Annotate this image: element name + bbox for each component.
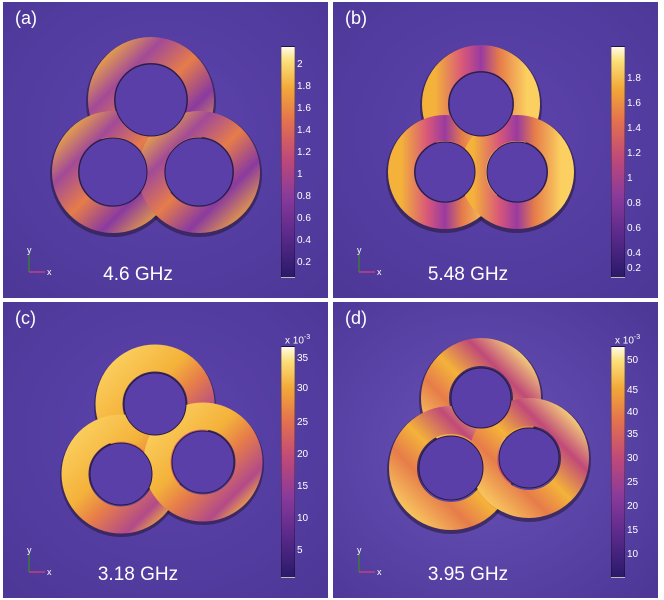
colorbar-tick: 0.8 bbox=[297, 191, 311, 202]
field-plot-c bbox=[3, 302, 328, 598]
axis-x-label: x bbox=[47, 267, 52, 276]
colorbar-tick: 0.2 bbox=[297, 257, 311, 268]
panel-c: (c) x 10-3 35 30 25 20 15 10 5 y x 3.18 … bbox=[3, 302, 328, 598]
axis-triad-icon: y x bbox=[27, 246, 52, 276]
colorbar-tick: 10 bbox=[297, 513, 309, 524]
axis-x-label: x bbox=[377, 567, 382, 576]
colorbar-tick: 1.6 bbox=[627, 98, 641, 109]
panel-label: (d) bbox=[345, 308, 367, 328]
axis-triad-icon: y x bbox=[357, 546, 382, 576]
colorbar-tick: 20 bbox=[627, 501, 639, 512]
colorbar-tick: 0.2 bbox=[627, 263, 641, 274]
field-plot-b bbox=[333, 2, 658, 298]
axis-y-label: y bbox=[357, 246, 362, 255]
colorbar-tick: 0.4 bbox=[297, 235, 311, 246]
colorbar-tick: 50 bbox=[627, 355, 639, 366]
axis-y-label: y bbox=[27, 546, 32, 555]
frequency-label: 3.18 GHz bbox=[97, 564, 179, 585]
colorbar-tick: 35 bbox=[297, 353, 309, 364]
colorbar bbox=[281, 346, 295, 578]
colorbar-tick: 25 bbox=[297, 417, 309, 428]
colorbar-tick: 40 bbox=[627, 407, 639, 418]
frequency-label: 3.95 GHz bbox=[427, 564, 509, 585]
colorbar bbox=[281, 46, 295, 278]
colorbar-tick: 15 bbox=[297, 481, 309, 492]
panel-a: (a) 2 1.8 1.6 1.4 1.2 1 0.8 0.6 0.4 0.2 … bbox=[3, 2, 328, 298]
colorbar-multiplier: x 10-3 bbox=[285, 334, 311, 347]
axis-triad-icon: y x bbox=[27, 546, 52, 576]
panel-d: (d) x 10-3 50 45 40 35 30 25 20 15 10 y … bbox=[333, 302, 658, 598]
colorbar-tick: 35 bbox=[627, 429, 639, 440]
panel-b: (b) 1.8 1.6 1.4 1.2 1 0.8 0.6 0.4 0.2 y … bbox=[333, 2, 658, 298]
frequency-label: 5.48 GHz bbox=[427, 264, 509, 285]
colorbar-tick: 0.6 bbox=[627, 223, 641, 234]
field-plot-d bbox=[333, 302, 658, 598]
colorbar-tick: 25 bbox=[627, 477, 639, 488]
colorbar-tick: 0.8 bbox=[627, 198, 641, 209]
colorbar bbox=[611, 346, 625, 578]
axis-y-label: y bbox=[357, 546, 362, 555]
colorbar-tick: 30 bbox=[627, 453, 639, 464]
colorbar-tick: 1 bbox=[297, 169, 303, 180]
colorbar-tick: 30 bbox=[297, 383, 309, 394]
colorbar-tick: 1.2 bbox=[297, 147, 311, 158]
colorbar-tick: 1.2 bbox=[627, 148, 641, 159]
panel-label: (c) bbox=[15, 308, 36, 328]
colorbar-multiplier: x 10-3 bbox=[615, 334, 641, 347]
colorbar-tick: 10 bbox=[627, 549, 639, 560]
axis-x-label: x bbox=[47, 567, 52, 576]
colorbar-tick: 2 bbox=[297, 59, 303, 70]
colorbar-tick: 15 bbox=[627, 525, 639, 536]
panel-label: (a) bbox=[15, 8, 37, 28]
colorbar-tick: 1.4 bbox=[627, 123, 641, 134]
colorbar-tick: 0.6 bbox=[297, 213, 311, 224]
colorbar-tick: 1.6 bbox=[297, 103, 311, 114]
colorbar-tick: 20 bbox=[297, 449, 309, 460]
colorbar bbox=[611, 46, 625, 278]
axis-triad-icon: y x bbox=[357, 246, 382, 276]
colorbar-tick: 0.4 bbox=[627, 248, 641, 259]
frequency-label: 4.6 GHz bbox=[103, 264, 173, 285]
colorbar-tick: 5 bbox=[297, 545, 303, 556]
field-plot-a bbox=[3, 2, 328, 298]
colorbar-tick: 45 bbox=[627, 385, 639, 396]
colorbar-tick: 1 bbox=[627, 173, 633, 184]
colorbar-tick: 1.8 bbox=[627, 73, 641, 84]
colorbar-tick: 1.4 bbox=[297, 125, 311, 136]
axis-x-label: x bbox=[377, 267, 382, 276]
axis-y-label: y bbox=[27, 246, 32, 255]
panel-label: (b) bbox=[345, 8, 367, 28]
colorbar-tick: 1.8 bbox=[297, 81, 311, 92]
